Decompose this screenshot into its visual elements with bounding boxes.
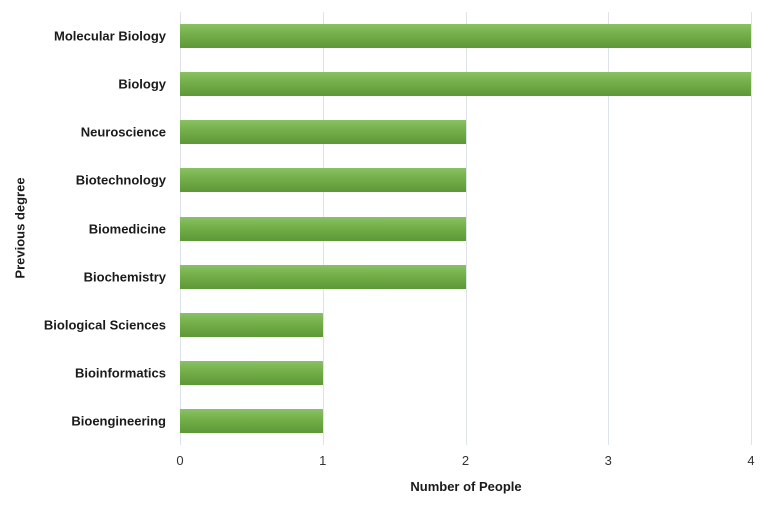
bar-bioinformatics	[180, 360, 323, 385]
bar-biotechnology	[180, 168, 466, 193]
gridline-x3	[608, 12, 610, 445]
category-label-neuroscience: Neuroscience	[80, 124, 166, 140]
bar-biomedicine	[180, 216, 466, 241]
bar-biology	[180, 72, 751, 97]
bar-biological-sciences	[180, 312, 323, 337]
x-tick-label-4: 4	[747, 453, 755, 468]
bar-molecular-biology	[180, 24, 751, 49]
category-label-bioengineering: Bioengineering	[71, 413, 166, 429]
x-tick-label-1: 1	[319, 453, 327, 468]
x-tick-label-0: 0	[176, 453, 184, 468]
gridline-x2	[465, 12, 467, 445]
bar-bioengineering	[180, 408, 323, 433]
category-label-biochemistry: Biochemistry	[83, 269, 166, 285]
x-axis-title: Number of People	[410, 479, 522, 494]
gridline-x4	[751, 12, 752, 445]
category-label-biotechnology: Biotechnology	[75, 172, 166, 188]
bar-biochemistry	[180, 264, 466, 289]
category-label-bioinformatics: Bioinformatics	[74, 365, 166, 381]
category-label-biological-sciences: Biological Sciences	[43, 317, 166, 333]
plot-area	[180, 12, 752, 445]
category-label-molecular-biology: Molecular Biology	[54, 28, 166, 44]
x-tick-label-3: 3	[604, 453, 612, 468]
y-axis-title: Previous degree	[12, 177, 28, 279]
x-tick-label-2: 2	[461, 453, 470, 468]
bar-neuroscience	[180, 120, 466, 145]
category-label-biology: Biology	[118, 76, 166, 92]
category-label-biomedicine: Biomedicine	[88, 221, 166, 236]
